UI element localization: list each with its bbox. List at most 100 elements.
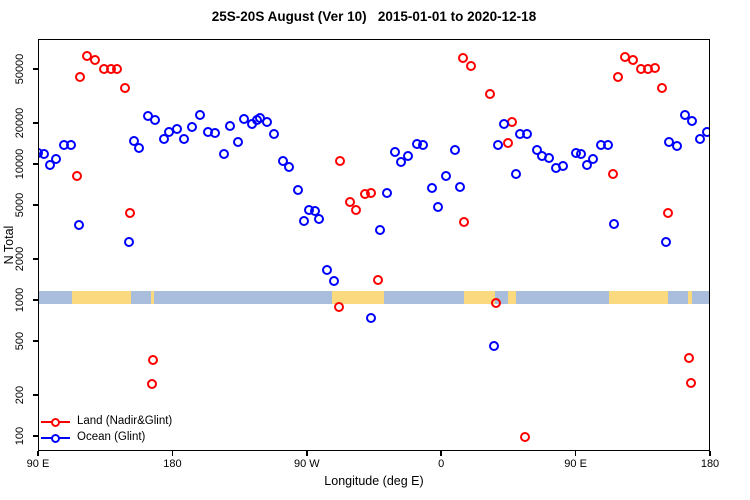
land-data-point (74, 72, 85, 83)
ocean-data-point (232, 136, 243, 147)
ocean-data-point (602, 140, 613, 151)
y-tick-label: 50000 (14, 53, 26, 85)
land-data-point (607, 168, 618, 179)
land-data-point (457, 53, 468, 64)
land-segment (507, 291, 516, 304)
land-segment (151, 291, 155, 304)
ocean-data-point (261, 117, 272, 128)
y-tick (33, 258, 38, 260)
ocean-data-point (45, 160, 56, 170)
legend-marker-circle (50, 433, 60, 443)
ocean-data-point (277, 156, 288, 166)
land-data-point (627, 55, 638, 66)
x-tick-label: 90 W (293, 458, 320, 470)
ocean-data-point (218, 149, 229, 160)
ocean-data-point (581, 160, 592, 170)
ocean-data-point (454, 181, 465, 192)
ocean-data-point (575, 148, 586, 159)
y-tick (33, 299, 38, 301)
y-tick-label: 100 (14, 426, 26, 446)
ocean-data-point (283, 161, 294, 172)
y-tick-label: 10000 (14, 148, 26, 180)
ocean-data-point (701, 126, 709, 137)
ocean-data-point (694, 134, 705, 145)
y-tick (33, 435, 38, 437)
ocean-data-point (374, 225, 385, 236)
y-tick-label: 500 (14, 331, 26, 351)
land-data-point (465, 61, 476, 72)
ocean-data-point (395, 157, 406, 168)
land-data-point (365, 188, 376, 199)
ocean-data-point (186, 122, 197, 133)
legend-marker-circle (50, 417, 60, 427)
ocean-data-point (426, 182, 437, 193)
x-tick (37, 451, 39, 456)
ocean-data-point (440, 171, 451, 181)
y-tick-label: 1000 (14, 287, 26, 313)
plot-area: Land (Nadir&Glint) Ocean (Glint) (38, 39, 710, 451)
land-data-point (147, 354, 158, 365)
x-tick-label: 90 E (564, 458, 587, 470)
ocean-data-point (449, 144, 460, 155)
ocean-data-point (402, 151, 413, 162)
land-data-point (490, 297, 501, 308)
land-segment (71, 291, 131, 304)
ocean-data-point (381, 188, 392, 199)
chart-title: 25S-20S August (Ver 10) 2015-01-01 to 20… (211, 9, 537, 24)
land-data-point (124, 208, 135, 219)
ocean-data-point (123, 237, 134, 248)
ocean-data-point (365, 312, 376, 323)
land-data-point (662, 208, 673, 219)
land-data-point (146, 379, 157, 390)
ocean-data-point (194, 110, 205, 121)
legend-item-label: Ocean (Glint) (77, 431, 146, 443)
y-tick-label: 2000 (14, 246, 26, 272)
land-data-point (612, 72, 623, 83)
land-data-point (333, 302, 344, 313)
x-tick (574, 451, 577, 456)
ocean-data-point (74, 220, 85, 231)
y-tick (33, 122, 38, 124)
x-tick (171, 451, 174, 456)
y-tick (33, 394, 38, 396)
x-tick-label: 180 (163, 458, 182, 470)
land-data-point (119, 82, 130, 93)
ocean-data-point (660, 237, 671, 248)
land-segment (463, 291, 495, 304)
land-data-point (649, 62, 660, 73)
ocean-data-point (671, 140, 682, 151)
ocean-data-point (178, 134, 189, 145)
ocean-data-point (65, 140, 76, 151)
ocean-data-point (498, 119, 509, 130)
y-tick-label: 20000 (14, 107, 26, 139)
y-tick (33, 340, 38, 342)
ocean-data-point (133, 143, 144, 154)
ocean-data-point (488, 340, 499, 351)
ocean-data-point (432, 202, 443, 213)
land-data-point (344, 197, 355, 208)
land-data-point (683, 353, 694, 364)
land-data-point (334, 156, 345, 166)
land-data-point (350, 204, 361, 215)
ocean-data-point (51, 153, 62, 164)
land-data-point (657, 82, 668, 93)
ocean-data-point (313, 214, 324, 225)
ocean-data-point (679, 110, 690, 121)
ocean-data-point (492, 140, 503, 151)
ocean-data-point (608, 218, 619, 229)
ocean-data-point (238, 113, 249, 124)
x-axis-title: Longitude (deg E) (324, 474, 424, 488)
ocean-data-point (224, 120, 235, 131)
land-data-point (71, 171, 82, 181)
land-data-point (372, 274, 383, 285)
x-tick-label: 90 E (26, 458, 50, 470)
ocean-data-point (587, 153, 598, 164)
land-data-point (458, 217, 469, 228)
land-data-point (484, 89, 495, 100)
ocean-data-point (268, 129, 279, 139)
y-tick (33, 204, 38, 206)
land-segment (688, 291, 692, 304)
land-segment (332, 291, 384, 304)
ocean-data-point (292, 185, 303, 196)
